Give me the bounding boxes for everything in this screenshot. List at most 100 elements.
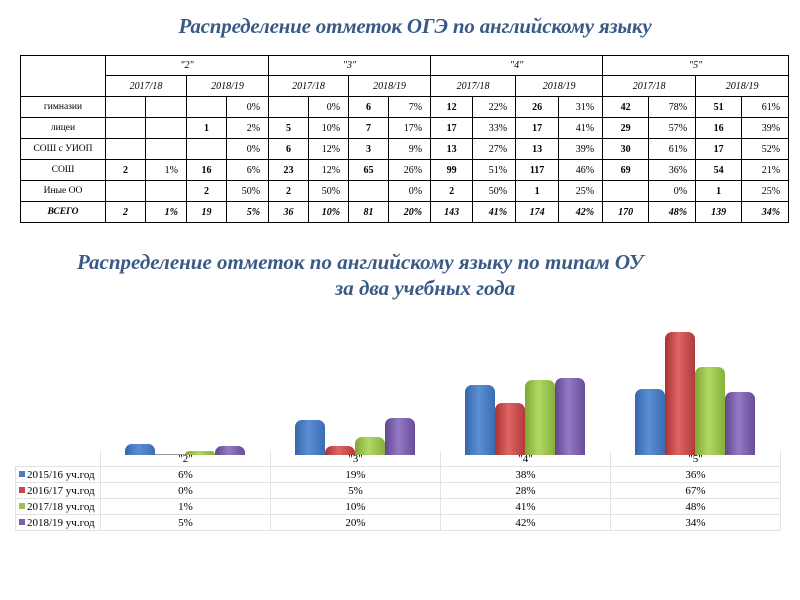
- chart-title-line2: за два учебных года: [335, 276, 516, 300]
- grade-header: "2": [104, 55, 270, 76]
- value-cell: 42%: [440, 514, 611, 531]
- count-cell: 139: [695, 201, 743, 223]
- row-label: лицеи: [20, 117, 106, 139]
- percent-cell: 61%: [648, 138, 697, 160]
- percent-cell: 33%: [472, 117, 517, 139]
- percent-cell: 50%: [472, 180, 517, 202]
- year-header: 2017/18: [430, 75, 517, 97]
- percent-cell: 7%: [388, 96, 432, 118]
- percent-cell: 10%: [308, 201, 350, 223]
- value-cell: 48%: [610, 498, 781, 515]
- bar-chart: [0, 300, 800, 455]
- percent-cell: 42%: [558, 201, 604, 223]
- count-cell: 143: [430, 201, 474, 223]
- bar: [495, 403, 525, 455]
- count-cell: [105, 117, 146, 139]
- percent-cell: 20%: [388, 201, 432, 223]
- bar: [325, 445, 355, 455]
- count-cell: 117: [515, 159, 560, 181]
- year-header-row: 2017/18 2018/19 2017/18 2018/19 2017/18 …: [21, 75, 790, 97]
- count-cell: 19: [186, 201, 227, 223]
- count-cell: 54: [695, 159, 743, 181]
- count-cell: [105, 138, 146, 160]
- series-row: 2018/19 уч.год 5% 20% 42% 34%: [15, 514, 781, 531]
- bar: [555, 377, 585, 455]
- series-row: 2015/16 уч.год 6% 19% 38% 36%: [15, 466, 781, 483]
- count-cell: 17: [695, 138, 743, 160]
- percent-cell: 57%: [648, 117, 697, 139]
- count-cell: [602, 180, 650, 202]
- count-cell: 12: [430, 96, 474, 118]
- percent-cell: [145, 180, 187, 202]
- percent-cell: 0%: [648, 180, 697, 202]
- count-cell: 17: [515, 117, 560, 139]
- count-cell: 2: [268, 180, 310, 202]
- year-header: 2018/19: [695, 75, 790, 97]
- value-cell: 5%: [270, 482, 441, 499]
- table-row: гимназии 0% 0% 6 7% 12 22% 26 31% 42 78% 51 61%: [20, 96, 790, 118]
- percent-cell: 2%: [225, 117, 270, 139]
- count-cell: 30: [602, 138, 650, 160]
- percent-cell: 10%: [308, 117, 350, 139]
- count-cell: 17: [430, 117, 474, 139]
- percent-cell: 31%: [558, 96, 604, 118]
- percent-cell: 41%: [472, 201, 517, 223]
- count-cell: 16: [186, 159, 227, 181]
- count-cell: 6: [268, 138, 310, 160]
- count-cell: 81: [348, 201, 390, 223]
- count-cell: 6: [348, 96, 390, 118]
- corner-cell: [15, 451, 101, 467]
- bar: [385, 418, 415, 455]
- count-cell: 29: [602, 117, 650, 139]
- count-cell: 2: [105, 201, 146, 223]
- percent-cell: 1%: [145, 201, 187, 223]
- count-cell: 3: [348, 138, 390, 160]
- count-cell: 42: [602, 96, 650, 118]
- category-label: "4": [440, 451, 611, 467]
- count-cell: 13: [515, 138, 560, 160]
- value-cell: 10%: [270, 498, 441, 515]
- count-cell: 2: [186, 180, 227, 202]
- grade-header: "3": [268, 55, 432, 76]
- percent-cell: 22%: [472, 96, 517, 118]
- bar: [295, 420, 325, 455]
- percent-cell: 6%: [225, 159, 270, 181]
- series-row: 2017/18 уч.год 1% 10% 41% 48%: [15, 498, 781, 515]
- page-title: Распределение отметок ОГЭ по английскому…: [178, 14, 652, 38]
- row-label: СОШ с УИОП: [20, 138, 106, 160]
- percent-cell: 25%: [558, 180, 604, 202]
- legend-key-icon: [19, 518, 25, 525]
- percent-cell: 0%: [225, 96, 270, 118]
- grades-table: "2" "3" "4" "5" 2017/18 2018/19 2017/18 …: [20, 55, 790, 223]
- value-cell: 41%: [440, 498, 611, 515]
- value-cell: 67%: [610, 482, 781, 499]
- bar: [215, 445, 245, 455]
- percent-cell: 12%: [308, 159, 350, 181]
- table-row: лицеи 1 2% 5 10% 7 17% 17 33% 17 41% 29 57% 16 39%: [20, 117, 790, 139]
- percent-cell: 50%: [225, 180, 270, 202]
- bar: [725, 392, 755, 455]
- corner-cell: [20, 55, 106, 97]
- chart-title-line1: Распределение отметок по английскому язы…: [77, 250, 644, 274]
- legend-key-icon: [19, 470, 25, 477]
- count-cell: 5: [268, 117, 310, 139]
- percent-cell: 34%: [741, 201, 790, 223]
- table-row: Иные ОО 2 50% 2 50% 0% 2 50% 1 25% 0% 1 25%: [20, 180, 790, 202]
- percent-cell: [145, 117, 187, 139]
- count-cell: 65: [348, 159, 390, 181]
- value-cell: 19%: [270, 466, 441, 483]
- legend-entry: 2017/18 уч.год: [15, 498, 101, 515]
- grade-header: "4": [430, 55, 604, 76]
- count-cell: [186, 138, 227, 160]
- value-cell: 34%: [610, 514, 781, 531]
- value-cell: 38%: [440, 466, 611, 483]
- percent-cell: 12%: [308, 138, 350, 160]
- count-cell: 1: [515, 180, 560, 202]
- value-cell: 20%: [270, 514, 441, 531]
- bar: [355, 436, 385, 455]
- percent-cell: [145, 96, 187, 118]
- legend-entry: 2016/17 уч.год: [15, 482, 101, 499]
- value-cell: 28%: [440, 482, 611, 499]
- category-label: "3": [270, 451, 441, 467]
- category-row: "2" "3" "4" "5": [15, 451, 781, 467]
